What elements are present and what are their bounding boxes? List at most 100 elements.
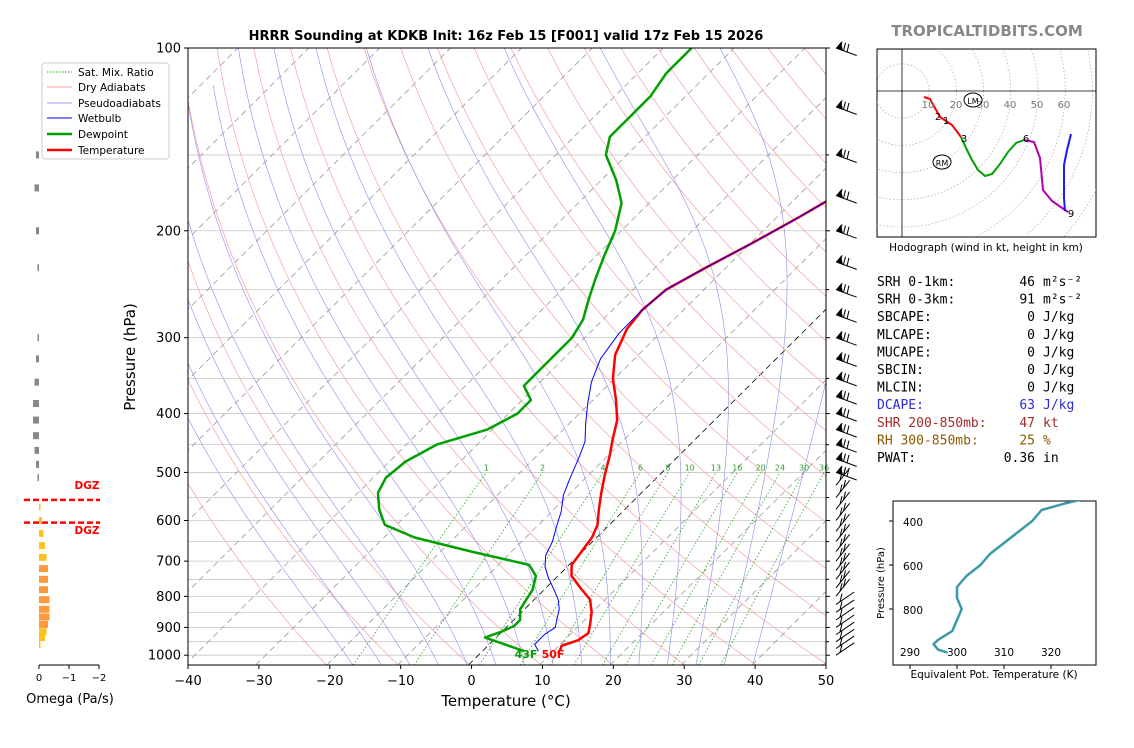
omega-bar [37, 474, 39, 482]
barb-flag [843, 190, 846, 199]
barb-flag [839, 623, 843, 633]
mixing-ratio-label: 13 [711, 463, 721, 472]
moist-adiabat [188, 362, 382, 665]
wind-barb [835, 308, 857, 323]
barb-flag [843, 42, 846, 51]
y-tick-label: 200 [156, 224, 181, 239]
barb-flag [846, 454, 850, 464]
wetbulb-profile [534, 200, 826, 652]
hodo-ring-10: 10 [922, 100, 935, 111]
index-unit: J/kg [1043, 363, 1074, 378]
dry-adiabat [326, 48, 826, 665]
wind-barb [835, 41, 857, 56]
sfc-temp-label: 50F [542, 648, 565, 661]
theta-ytick-600: 600 [903, 561, 923, 573]
theta-e-line [932, 501, 1081, 654]
lm-label: LM [967, 97, 978, 106]
barb-flag [843, 523, 846, 533]
barb-flag [843, 513, 846, 522]
barb-flag [839, 507, 843, 516]
hodo-height-3: 3 [961, 134, 967, 145]
wind-barbs [835, 41, 857, 656]
lm-marker [963, 92, 983, 108]
index-row: DCAPE: 63 J/kg [877, 398, 1074, 413]
wind-barb [835, 591, 855, 605]
legend-pseudoadiabats: Pseudoadiabats [78, 98, 161, 110]
hodo-height-1: 1 [943, 116, 949, 127]
omega-bar [36, 151, 39, 159]
x-tick-label: 20 [605, 674, 622, 689]
index-row: MLCIN: 0 J/kg [877, 381, 1074, 396]
mixing-ratio-label: 4 [600, 463, 605, 472]
barb-flag [839, 496, 843, 505]
moist-adiabat [238, 48, 525, 665]
dry-adiabat [583, 48, 826, 342]
barb-flag [843, 561, 846, 571]
moist-adiabat [719, 48, 788, 665]
mixing-ratio-line [602, 472, 717, 665]
index-label: SRH 0-3km: [877, 293, 955, 308]
barb-flag [839, 547, 843, 557]
omega-bar [39, 586, 48, 594]
wind-barb [835, 578, 851, 597]
index-row: MUCAPE: 0 J/kg [877, 345, 1074, 360]
y-tick-label: 900 [156, 621, 181, 636]
wind-barb [835, 467, 851, 486]
mixing-ratio-line [519, 472, 641, 665]
barb-flag [839, 557, 843, 566]
dgz-label-bottom: DGZ [75, 525, 100, 537]
barb-flag [846, 374, 850, 383]
barb-staff [835, 635, 855, 649]
barb-flag [839, 566, 843, 575]
hodo-ring-30: 30 [977, 100, 990, 111]
isotherm-line [326, 167, 826, 665]
y-tick-label: 100 [156, 42, 181, 57]
moist-adiabat [188, 417, 354, 665]
dry-adiabat [188, 482, 327, 665]
wind-barb [835, 491, 851, 510]
barb-flag [839, 616, 843, 625]
dry-adiabat [473, 48, 826, 477]
index-row: SRH 0-1km: 46 m²s⁻² [877, 275, 1082, 290]
index-label: MLCIN: [877, 381, 924, 396]
barb-flag [846, 440, 850, 449]
hodo-height-2: 2 [935, 112, 941, 123]
barb-flag [839, 518, 843, 527]
hodo-ring-40: 40 [1004, 100, 1017, 111]
barb-flag [846, 257, 850, 267]
omega-bar [39, 596, 50, 604]
isotherm-line [680, 520, 826, 665]
index-unit: J/kg [1043, 328, 1074, 343]
mixing-ratio-line [625, 472, 738, 665]
index-unit: m²s⁻² [1043, 293, 1082, 308]
barb-flag [839, 637, 843, 646]
wind-barb [835, 533, 851, 552]
barb-flag [839, 352, 843, 361]
omega-bar [33, 432, 39, 440]
barb-staff [835, 621, 855, 636]
hodograph-caption: Hodograph (wind in kt, height in km) [889, 242, 1083, 254]
index-label: DCAPE: [877, 398, 924, 413]
omega-bar [39, 605, 50, 613]
omega-bar [39, 529, 44, 537]
x-tick-label: 10 [534, 674, 551, 689]
omega-bar [34, 184, 39, 192]
mixing-ratio-line [698, 472, 805, 665]
omega-bar [33, 399, 39, 407]
barb-flag [843, 101, 846, 110]
theta-e-frame [892, 500, 1097, 666]
barb-flag [839, 472, 843, 481]
hodo-trace-green [960, 136, 1025, 177]
wind-barb [835, 635, 855, 649]
barb-flag [839, 148, 843, 157]
legend-wetbulb: Wetbulb [78, 113, 122, 125]
barb-flag [839, 282, 843, 292]
dry-adiabat [253, 48, 686, 665]
index-value: 46 [1019, 275, 1035, 290]
index-row: RH 300-850mb: 25% [877, 433, 1051, 448]
y-tick-label: 700 [156, 555, 181, 570]
index-label: SBCIN: [877, 363, 924, 378]
wind-barb [835, 100, 857, 115]
